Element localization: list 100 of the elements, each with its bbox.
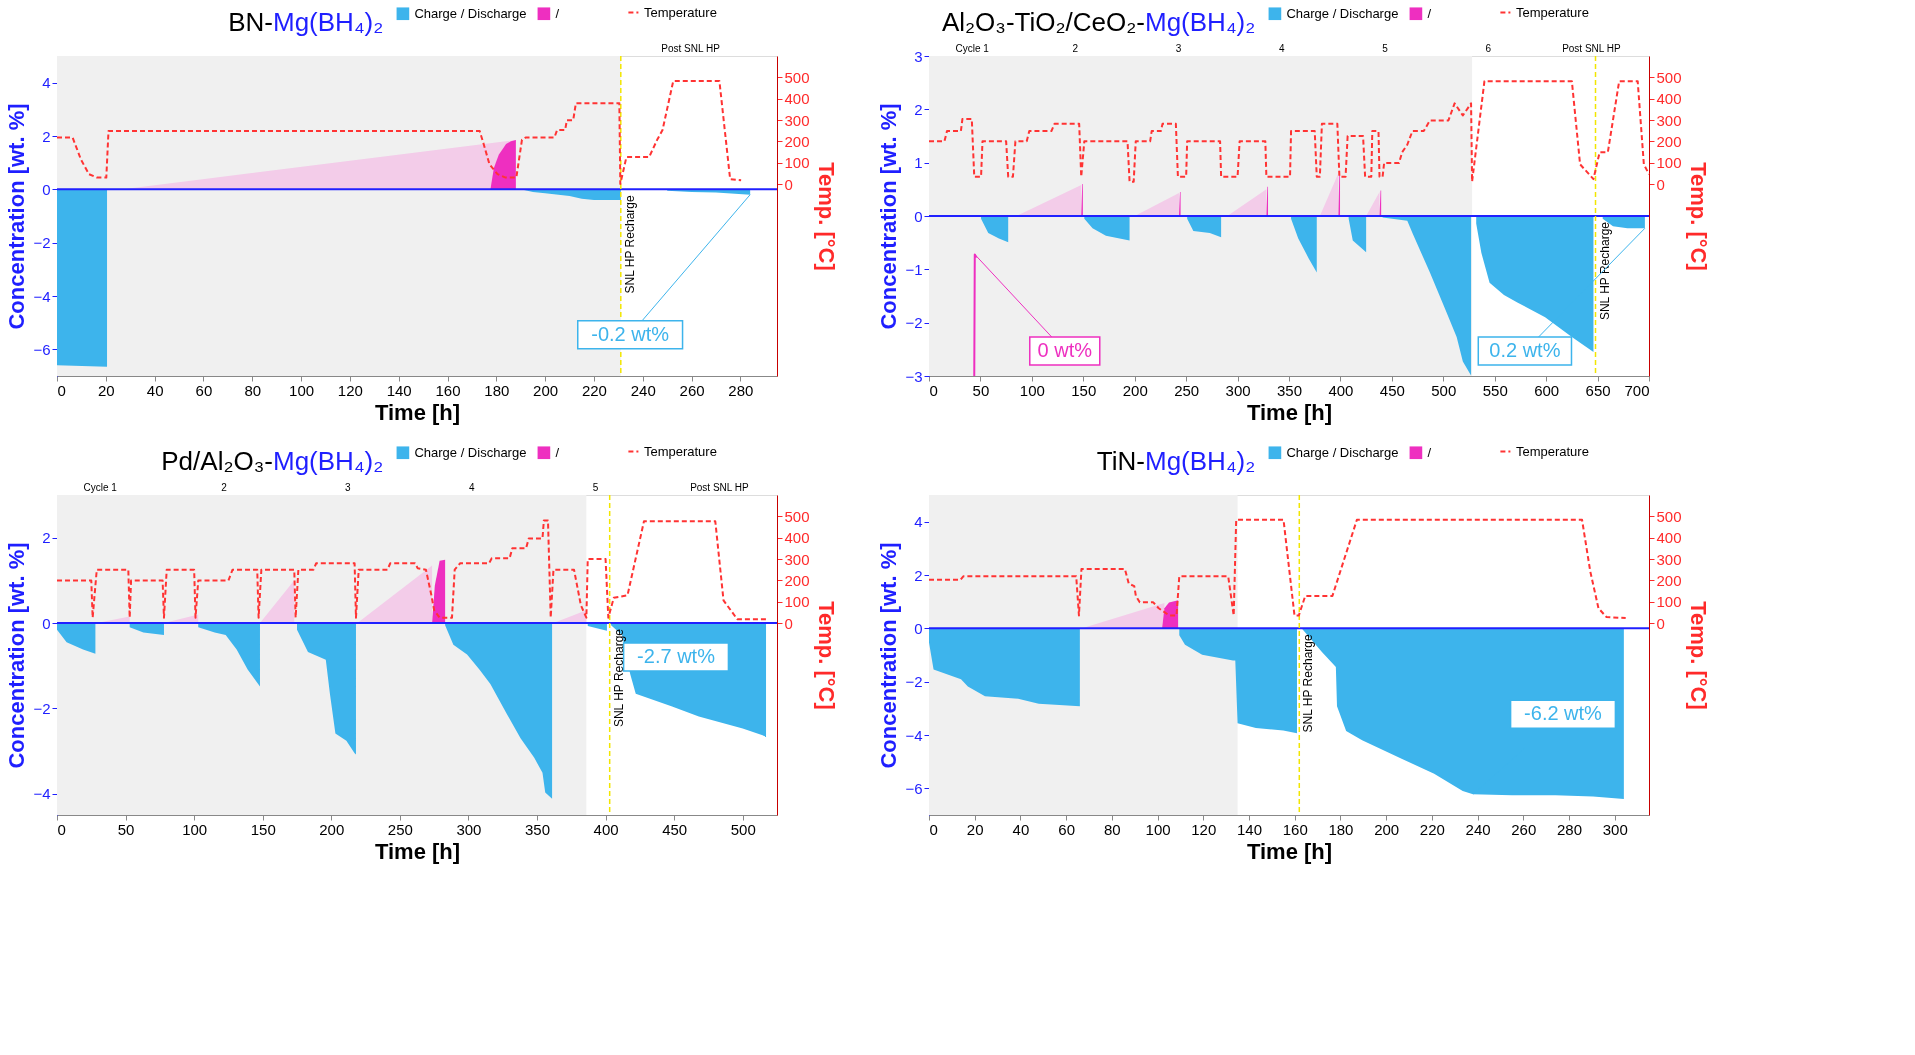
ref-line-label: SNL HP Recharge [1597, 221, 1612, 321]
y2-tick-label: 0 [1656, 175, 1665, 193]
text: 2 [1072, 43, 1079, 54]
x-tick-label: 300 [1602, 820, 1628, 838]
x-tick-label: 0 [929, 820, 938, 838]
y-tick-label: −3 [905, 367, 923, 385]
y2-tick-label: 500 [784, 507, 810, 525]
y-tick-label: 2 [914, 100, 923, 118]
y-tick-label: −1 [905, 260, 923, 278]
legend-label: Temperature [643, 443, 717, 459]
text: 4 [468, 482, 475, 493]
y2-tick-label: 200 [784, 571, 810, 589]
y2-tick-label: 400 [784, 529, 810, 547]
y-tick-label: 0 [42, 614, 51, 632]
line-series [56, 519, 769, 621]
text: 5 [1382, 43, 1389, 54]
x-tick-label: 100 [1019, 381, 1045, 399]
x-tick-label: 150 [250, 820, 276, 838]
x-tick-label: 50 [117, 820, 135, 838]
y-axis-title: Concentration [wt. %] [876, 542, 902, 769]
y2-tick-label: 300 [1656, 111, 1682, 129]
legend-label: / [1427, 444, 1432, 460]
y2-tick-label: 100 [1656, 593, 1682, 611]
line-series [56, 79, 743, 185]
text: 6 [1485, 43, 1492, 54]
ref-line-label: SNL HP Recharge [622, 195, 637, 294]
annotation: -0.2 wt% [591, 322, 670, 345]
x-tick-label: 450 [662, 820, 688, 838]
x-tick-label: 200 [319, 820, 345, 838]
y2-tick-label: 100 [1656, 154, 1682, 172]
text: 3 [345, 482, 352, 493]
x-axis-title: Time [h] [1246, 399, 1333, 425]
y-tick-label: −4 [905, 726, 923, 744]
x-axis-title: Time [h] [1246, 838, 1333, 864]
x-tick-label: 350 [524, 820, 551, 838]
text: 4 [1279, 43, 1286, 54]
y-tick-label: 3 [914, 47, 923, 65]
y-tick-label: 4 [42, 74, 51, 92]
y-tick-label: −2 [905, 673, 923, 691]
x-tick-label: 0 [929, 381, 938, 399]
x-tick-label: 120 [1191, 820, 1217, 838]
x-tick-label: 0 [57, 820, 66, 838]
y-tick-label: −4 [33, 287, 51, 305]
x-tick-label: 260 [679, 381, 705, 399]
y2-tick-label: 400 [1656, 90, 1682, 108]
x-tick-label: 140 [386, 381, 412, 399]
y2-tick-label: 200 [1656, 571, 1682, 589]
y2-tick-label: 0 [1656, 614, 1665, 632]
chart-title: Al₂O₃-TiO₂/CeO₂-Mg(BH₄)₂ [941, 7, 1256, 37]
y2-tick-label: 300 [784, 550, 810, 568]
x-tick-label: 200 [533, 381, 559, 399]
x-tick-label: 450 [1379, 381, 1405, 399]
y-tick-label: 4 [914, 513, 923, 531]
x-tick-label: 20 [97, 381, 115, 399]
x-tick-label: 60 [195, 381, 213, 399]
y-tick-label: 0 [914, 619, 923, 637]
x-tick-label: 40 [1012, 820, 1030, 838]
x-tick-label: 40 [146, 381, 164, 399]
y2-tick-label: 0 [784, 175, 793, 193]
y2-tick-label: 500 [1656, 68, 1682, 86]
text: Post SNL HP [1562, 43, 1621, 54]
text: 5 [592, 482, 599, 493]
x-tick-label: 280 [1556, 820, 1583, 838]
y2-tick-label: 400 [784, 90, 810, 108]
x-tick-label: 300 [456, 820, 482, 838]
x-tick-label: 600 [1534, 381, 1560, 399]
y2-axis-title: Temp. [°C] [813, 162, 839, 271]
legend-label: / [1427, 5, 1432, 21]
y-axis-title: Concentration [wt. %] [4, 542, 30, 769]
y2-tick-label: 300 [784, 111, 810, 129]
x-tick-label: 500 [730, 820, 756, 838]
ref-line-label: SNL HP Recharge [1301, 634, 1316, 733]
y2-tick-label: 500 [1656, 507, 1682, 525]
y-tick-label: −2 [905, 314, 923, 332]
x-tick-label: 260 [1511, 820, 1537, 838]
x-tick-label: 220 [1419, 820, 1445, 838]
x-tick-label: 140 [1236, 820, 1263, 838]
y2-axis-title: Temp. [°C] [813, 601, 839, 710]
legend-label: Temperature [1515, 4, 1589, 20]
x-tick-label: 160 [435, 381, 461, 399]
legend-label: Charge / Discharge [414, 5, 527, 21]
y-tick-label: 0 [42, 180, 51, 198]
legend-label: Charge / Discharge [1286, 5, 1399, 21]
y2-tick-label: 100 [784, 593, 810, 611]
x-axis-title: Time [h] [374, 838, 461, 864]
x-tick-label: 180 [1328, 820, 1354, 838]
text: 2 [221, 482, 228, 493]
x-tick-label: 50 [972, 381, 990, 399]
x-tick-label: 0 [57, 381, 66, 399]
text: 3 [1175, 43, 1182, 54]
x-tick-label: 120 [337, 381, 363, 399]
chart-title: BN-Mg(BH₄)₂ [228, 7, 384, 37]
x-tick-label: 500 [1431, 381, 1457, 399]
y-tick-label: 2 [42, 127, 51, 145]
y2-tick-label: 500 [784, 68, 810, 86]
y-tick-label: −6 [33, 340, 51, 358]
x-tick-label: 550 [1482, 381, 1508, 399]
x-tick-label: 100 [289, 381, 315, 399]
x-tick-label: 200 [1122, 381, 1148, 399]
y-tick-label: −6 [905, 779, 923, 797]
